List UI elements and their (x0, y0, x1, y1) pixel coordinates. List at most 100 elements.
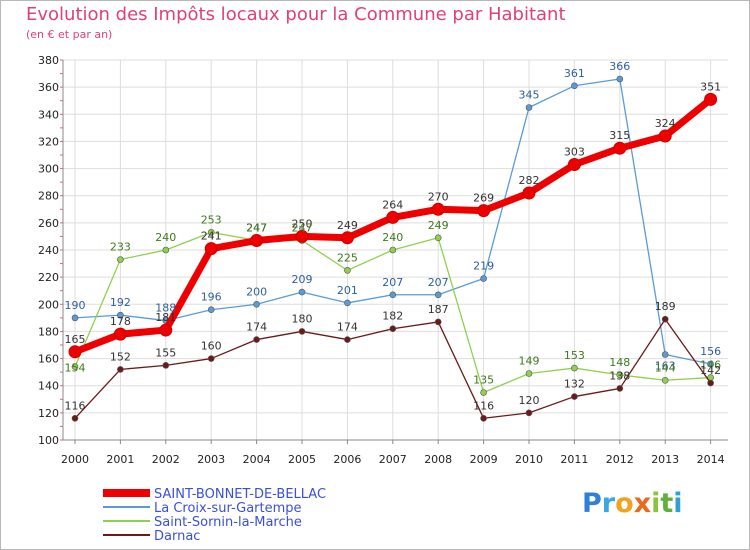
data-label: 241 (201, 230, 222, 243)
y-tick-label: 360 (38, 81, 59, 94)
data-label: 225 (337, 251, 358, 264)
data-point (480, 275, 487, 282)
data-label: 240 (155, 231, 176, 244)
y-tick-label: 200 (38, 298, 59, 311)
data-label: 249 (428, 219, 449, 232)
y-tick-label: 340 (38, 108, 59, 121)
logo-letter: i (673, 488, 683, 519)
data-point (117, 366, 124, 373)
data-point (389, 291, 397, 299)
data-point (68, 345, 82, 359)
data-point (113, 327, 127, 341)
data-label: 282 (519, 174, 540, 187)
x-tick-label: 2013 (651, 453, 679, 466)
data-label: 247 (292, 222, 313, 235)
data-point (661, 376, 669, 384)
data-point (71, 363, 79, 371)
data-point (525, 104, 533, 111)
data-point (704, 92, 718, 106)
data-point (159, 323, 173, 337)
data-label: 132 (564, 378, 585, 391)
data-label: 269 (473, 192, 494, 205)
data-point (207, 229, 215, 236)
x-tick-label: 2003 (197, 453, 225, 466)
data-point (71, 314, 79, 322)
data-label: 156 (700, 345, 721, 358)
data-label: 174 (337, 321, 358, 334)
data-point (522, 186, 536, 200)
data-label: 188 (155, 302, 176, 315)
data-label: 148 (609, 356, 630, 369)
data-point (71, 414, 79, 422)
data-point (340, 231, 354, 245)
data-point (616, 385, 624, 392)
data-point (344, 336, 351, 343)
data-point (571, 82, 578, 90)
data-point (525, 409, 533, 417)
data-point (567, 158, 581, 171)
legend-label: Saint-Sornin-la-Marche (154, 515, 302, 530)
data-point (616, 75, 624, 83)
legend-label: SAINT-BONNET-DE-BELLAC (154, 487, 326, 502)
data-label: 270 (428, 190, 449, 203)
data-point (525, 370, 533, 377)
data-point (616, 371, 624, 379)
data-point (117, 311, 124, 319)
x-tick-label: 2006 (333, 453, 361, 466)
y-tick-label: 100 (38, 434, 59, 447)
data-label: 240 (382, 231, 403, 244)
data-label: 155 (155, 346, 176, 359)
data-point (480, 414, 487, 422)
data-label: 189 (655, 300, 676, 313)
y-tick-label: 220 (38, 271, 59, 284)
data-point (434, 291, 442, 299)
data-point (162, 362, 170, 369)
data-label: 135 (473, 374, 494, 387)
logo-letter: P (582, 488, 602, 519)
x-tick-label: 2002 (152, 453, 180, 466)
x-tick-label: 2011 (560, 453, 588, 466)
data-label: 207 (382, 276, 403, 289)
y-tick-label: 300 (38, 163, 59, 176)
data-point (207, 306, 215, 314)
data-label: 366 (609, 60, 630, 73)
data-label: 154 (65, 362, 86, 375)
data-label: 250 (292, 217, 313, 230)
data-point (707, 379, 714, 387)
y-tick-label: 260 (38, 217, 59, 230)
data-point (707, 360, 714, 368)
data-point (661, 351, 669, 358)
data-label: 146 (700, 359, 721, 372)
y-tick-label: 160 (38, 353, 59, 366)
data-label: 180 (292, 312, 313, 325)
data-label: 200 (246, 285, 267, 298)
axis-layer: 100 120 140 160 180 200 220 240 260 280 300 320 340 3… (38, 54, 728, 466)
data-label: 351 (700, 80, 721, 93)
x-tick-label: 2012 (606, 453, 634, 466)
data-label: 315 (609, 129, 630, 142)
data-label: 209 (292, 273, 313, 286)
data-point (571, 393, 578, 400)
x-tick-label: 2000 (61, 453, 89, 466)
data-point (298, 288, 306, 296)
data-label: 192 (110, 296, 131, 309)
data-label: 174 (246, 321, 267, 334)
data-point (162, 246, 170, 254)
data-label: 144 (655, 361, 676, 374)
data-point (344, 299, 351, 307)
data-label: 149 (519, 355, 540, 368)
data-label: 264 (382, 198, 403, 211)
data-label: 116 (473, 399, 494, 412)
y-tick-label: 380 (38, 54, 59, 67)
data-point (386, 210, 400, 224)
data-point (250, 234, 264, 247)
data-point (434, 234, 442, 242)
data-point (253, 336, 260, 343)
data-label: 253 (201, 213, 222, 226)
legend-label: La Croix-sur-Gartempe (154, 501, 302, 516)
x-tick-label: 2004 (243, 453, 271, 466)
data-label: 138 (609, 369, 630, 382)
proxiti-logo: Proxiti (582, 488, 683, 519)
